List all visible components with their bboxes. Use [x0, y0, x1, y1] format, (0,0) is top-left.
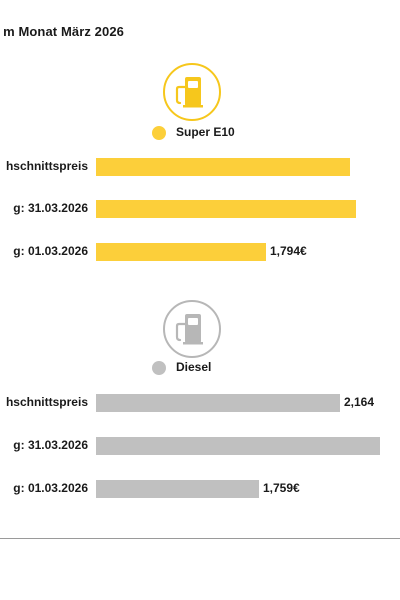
bar-row: hschnittspreis 2,164 [0, 392, 400, 414]
chart-title: m Monat März 2026 [3, 24, 124, 39]
bar [96, 158, 350, 176]
bottom-divider [0, 538, 400, 539]
bar [96, 243, 266, 261]
bar [96, 480, 259, 498]
legend-swatch [152, 126, 166, 140]
legend-label: Diesel [176, 360, 212, 374]
category-label: g: 31.03.2026 [13, 438, 88, 452]
bar [96, 437, 380, 455]
category-label: hschnittspreis [5, 395, 88, 409]
bar-row: g: 31.03.2026 [0, 198, 400, 220]
fuel-pump-glyph [175, 77, 203, 108]
data-label: 2,164 [344, 395, 375, 409]
data-label: 1,794€ [270, 244, 307, 258]
fuel-pump-icon [163, 300, 221, 358]
fuel-pump-icon [163, 63, 221, 121]
category-label: hschnittspreis [5, 159, 88, 173]
bar-row: g: 31.03.2026 [0, 435, 400, 457]
data-label: 1,759€ [263, 481, 300, 495]
category-label: g: 31.03.2026 [13, 201, 88, 215]
legend-swatch [152, 361, 166, 375]
bar-row: hschnittspreis [0, 156, 400, 178]
legend-label: Super E10 [176, 125, 235, 139]
bar [96, 394, 340, 412]
bar-row: g: 01.03.2026 1,794€ [0, 241, 400, 263]
fuel-pump-glyph [175, 314, 203, 345]
category-label: g: 01.03.2026 [13, 481, 88, 495]
bar [96, 200, 356, 218]
header: m Monat März 2026 [0, 24, 400, 44]
category-label: g: 01.03.2026 [13, 244, 88, 258]
bar-row: g: 01.03.2026 1,759€ [0, 478, 400, 500]
